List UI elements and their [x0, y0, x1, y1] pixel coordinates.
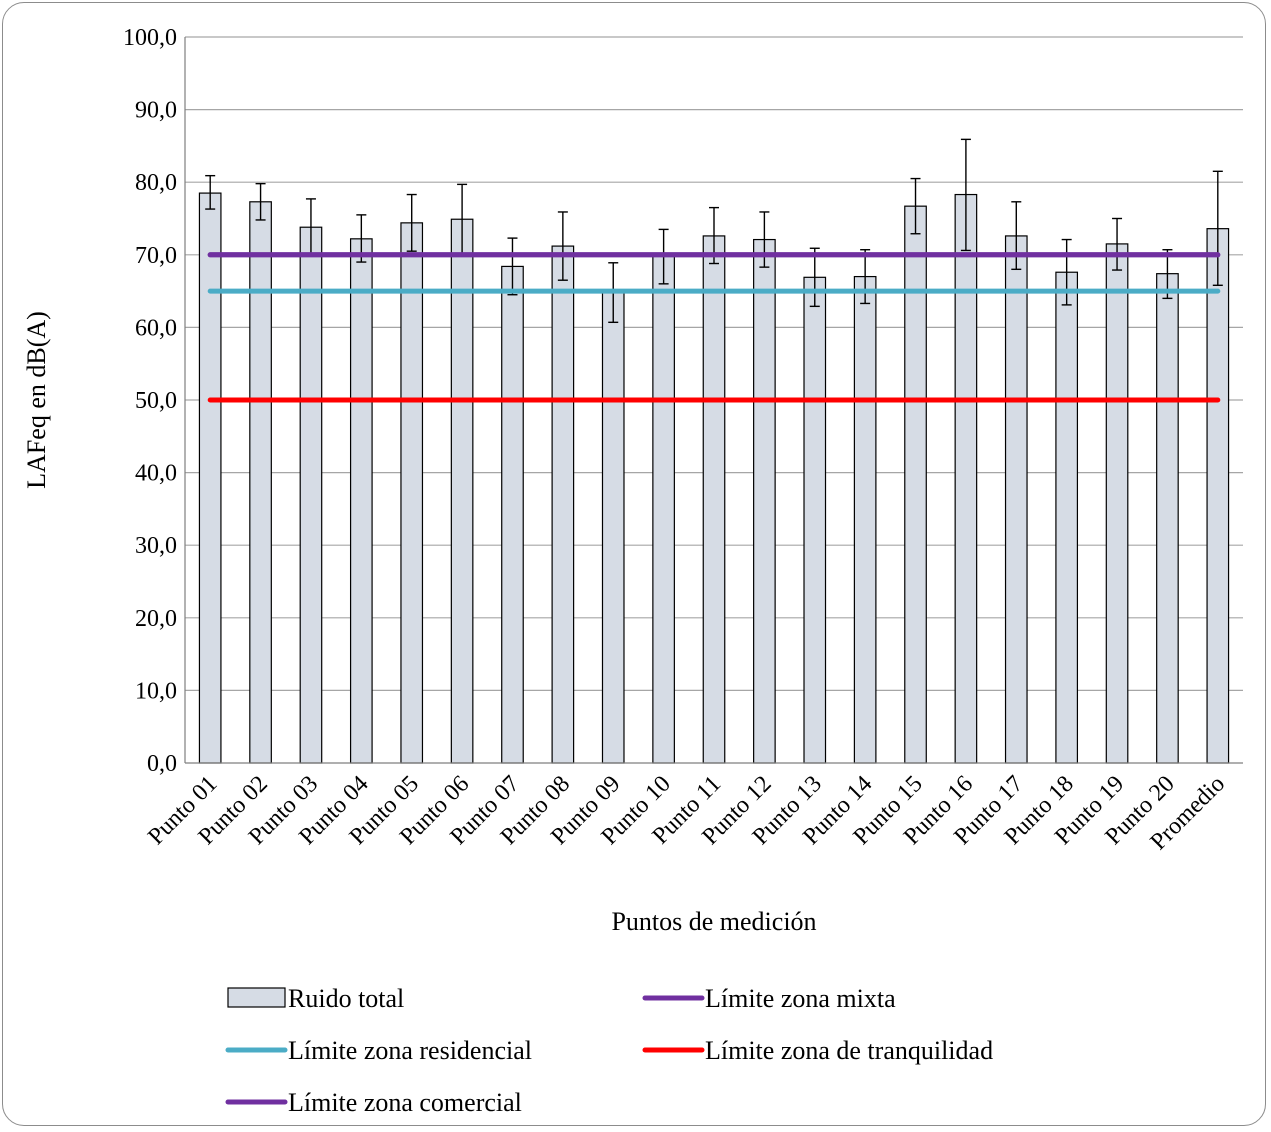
bar — [349, 238, 373, 764]
legend: Ruido total Límite zona mixta Límite zona … — [225, 984, 993, 1117]
bar — [803, 276, 827, 764]
y-tick-label: 50,0 — [135, 388, 177, 414]
y-axis-title: LAFeq en dB(A) — [22, 311, 51, 489]
y-tick-label: 90,0 — [135, 98, 177, 124]
y-tick-label: 70,0 — [135, 243, 177, 269]
y-tick-label: 100,0 — [123, 25, 177, 51]
bar — [753, 238, 776, 764]
bars — [198, 192, 1230, 764]
y-tick-label: 60,0 — [135, 315, 177, 341]
y-tick-labels: 0,0 10,0 20,0 30,0 40,0 50,0 60,0 70,0 80,0 90,0 1… — [123, 25, 177, 777]
y-tick-label: 40,0 — [135, 461, 177, 487]
bar — [299, 226, 323, 764]
y-tick-label: 0,0 — [147, 751, 177, 777]
bar — [1156, 273, 1179, 764]
y-tick-label: 10,0 — [135, 678, 177, 704]
legend-label: Ruido total — [288, 984, 404, 1013]
y-tick-label: 80,0 — [135, 170, 177, 196]
bar — [954, 193, 978, 764]
bar — [1105, 243, 1129, 764]
limit-lines — [207, 252, 1221, 403]
legend-label: Límite zona residencial — [288, 1036, 532, 1065]
legend-label: Límite zona comercial — [288, 1088, 522, 1117]
bar — [198, 192, 222, 764]
bar — [601, 291, 625, 764]
bar — [249, 201, 272, 764]
bar — [551, 245, 575, 764]
legend-label: Límite zona de tranquilidad — [705, 1036, 993, 1065]
bar — [450, 218, 474, 764]
bar — [652, 255, 675, 764]
axes — [184, 37, 1243, 764]
bar — [1004, 235, 1028, 764]
bar — [501, 265, 524, 764]
bar — [702, 235, 726, 764]
y-tick-label: 30,0 — [135, 533, 177, 559]
legend-swatch-bar — [227, 987, 286, 1008]
bar — [400, 222, 424, 764]
bar — [1206, 228, 1230, 764]
legend-label: Límite zona mixta — [705, 984, 896, 1013]
bar — [1055, 271, 1079, 764]
y-tick-label: 20,0 — [135, 606, 177, 632]
bar — [853, 275, 877, 764]
x-axis-title: Puntos de medición — [611, 907, 816, 936]
